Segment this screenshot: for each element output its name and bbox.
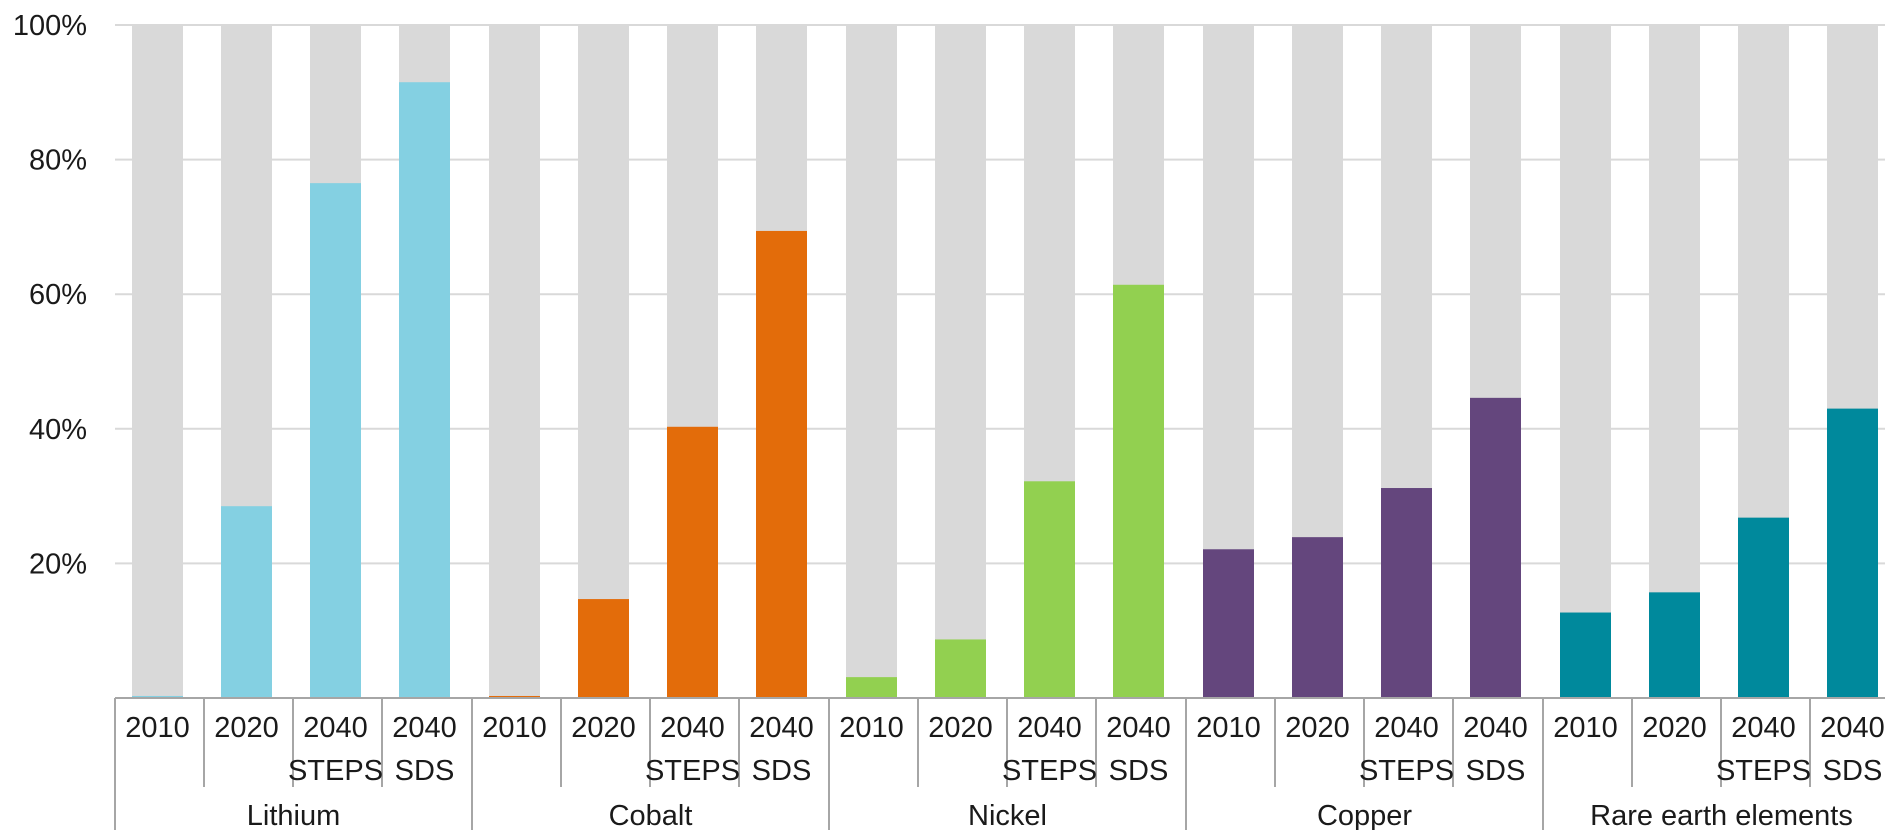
bar-value — [1381, 488, 1432, 698]
x-tick-label: STEPS — [1359, 755, 1454, 787]
y-tick-label: 20% — [29, 548, 87, 580]
x-tick-label: 2020 — [928, 712, 993, 744]
bar-remainder — [489, 25, 540, 698]
x-tick-label: 2040 — [1374, 712, 1439, 744]
x-tick-label: SDS — [752, 755, 812, 787]
y-tick-label: 80% — [29, 145, 87, 177]
x-tick-label: SDS — [1109, 755, 1169, 787]
x-tick-label: 2040 — [660, 712, 725, 744]
x-tick-label: STEPS — [1002, 755, 1097, 787]
x-tick-label: 2020 — [214, 712, 279, 744]
x-tick-label: STEPS — [288, 755, 383, 787]
bar-value — [1470, 397, 1521, 698]
bar-remainder — [1649, 25, 1700, 698]
bar-value — [1203, 549, 1254, 698]
bar-value — [1024, 481, 1075, 698]
group-label: Nickel — [968, 800, 1047, 830]
group-label: Rare earth elements — [1590, 800, 1853, 830]
bar-value — [935, 639, 986, 698]
x-tick-label: 2040 — [1106, 712, 1171, 744]
x-tick-label: 2040 — [1731, 712, 1796, 744]
bars — [132, 25, 1878, 699]
bar-value — [1827, 408, 1878, 698]
x-tick-label: 2010 — [1196, 712, 1261, 744]
gridlines — [115, 24, 1885, 565]
bar-value — [1649, 592, 1700, 698]
x-tick-label: 2020 — [1642, 712, 1707, 744]
x-tick-label: 2040 — [749, 712, 814, 744]
bar-value — [221, 506, 272, 698]
x-tick-label: 2020 — [1285, 712, 1350, 744]
x-tick-label: STEPS — [1716, 755, 1811, 787]
y-tick-label: 100% — [13, 10, 87, 42]
bar-value — [1738, 517, 1789, 698]
bar-remainder — [132, 25, 183, 698]
group-label: Cobalt — [609, 800, 693, 830]
x-tick-label: 2010 — [125, 712, 190, 744]
x-tick-label: 2010 — [839, 712, 904, 744]
labels: 20% 40% 60% 80% 100% 2010 2020 2040 STEPS 2040 SDS… — [13, 10, 1885, 830]
x-tick-label: 2010 — [482, 712, 547, 744]
bar-value — [132, 695, 183, 698]
y-tick-label: 40% — [29, 414, 87, 446]
x-tick-label: 2040 — [1463, 712, 1528, 744]
axes — [114, 697, 1885, 830]
x-tick-label: 2010 — [1553, 712, 1618, 744]
x-tick-label: SDS — [1466, 755, 1526, 787]
bar-value — [1113, 284, 1164, 698]
bar-value — [489, 695, 540, 698]
bar-value — [756, 230, 807, 699]
bar-remainder — [935, 25, 986, 698]
x-tick-label: 2020 — [571, 712, 636, 744]
x-tick-label: 2040 — [392, 712, 457, 744]
bar-value — [1560, 612, 1611, 698]
bar-remainder — [1560, 25, 1611, 698]
bar-remainder — [846, 25, 897, 698]
x-tick-label: SDS — [1823, 755, 1883, 787]
bar-value — [667, 426, 718, 698]
x-tick-label: 2040 — [303, 712, 368, 744]
group-label: Lithium — [247, 800, 341, 830]
x-tick-label: SDS — [395, 755, 455, 787]
bar-value — [399, 82, 450, 698]
x-tick-label: 2040 — [1820, 712, 1885, 744]
x-tick-label: 2040 — [1017, 712, 1082, 744]
bar-value — [578, 599, 629, 698]
y-tick-label: 60% — [29, 279, 87, 311]
group-label: Copper — [1317, 800, 1412, 830]
bar-value — [846, 677, 897, 698]
bar-remainder — [578, 25, 629, 698]
bar-value — [310, 183, 361, 698]
x-tick-label: STEPS — [645, 755, 740, 787]
bar-value — [1292, 537, 1343, 698]
